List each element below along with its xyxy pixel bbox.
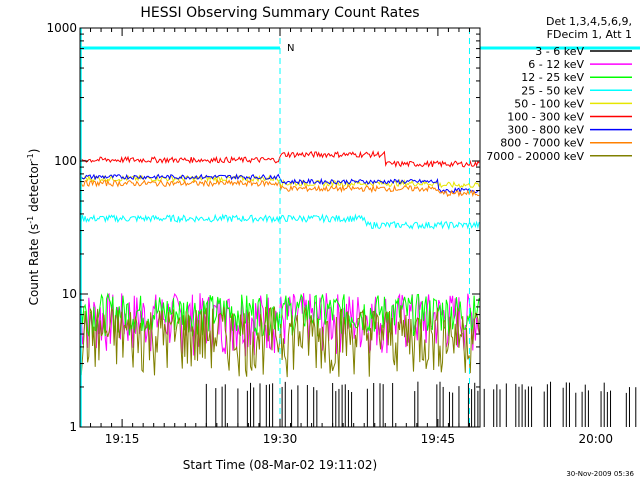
chart-title: HESSI Observing Summary Count Rates xyxy=(140,5,419,21)
y-tick-label: 1 xyxy=(69,420,77,434)
legend-entry-label: 800 - 7000 keV xyxy=(500,137,584,150)
legend-header-line-2: FDecim 1, Att 1 xyxy=(547,28,632,41)
x-tick-label: 19:45 xyxy=(421,432,456,446)
legend-entry-label: 300 - 800 keV xyxy=(507,124,584,137)
series-line xyxy=(79,173,480,195)
legend-entry-label: 100 - 300 keV xyxy=(507,111,584,124)
footer-date: 30-Nov-2009 05:36 xyxy=(566,470,634,478)
legend-entry-label: 6 - 12 keV xyxy=(528,58,584,71)
x-tick-label: 19:30 xyxy=(263,432,298,446)
legend-entry-label: 50 - 100 keV xyxy=(514,97,584,110)
x-tick-label: 19:15 xyxy=(105,432,140,446)
y-tick-label: 1000 xyxy=(46,21,77,35)
series-line xyxy=(79,149,480,168)
legend-entry-label: 7000 - 20000 keV xyxy=(486,150,584,163)
y-tick-label: 10 xyxy=(62,287,77,301)
x-axis-label: Start Time (08-Mar-02 19:11:02) xyxy=(183,458,377,472)
series-line xyxy=(79,213,480,231)
legend-entry-label: 25 - 50 keV xyxy=(521,84,584,97)
legend-entry-label: 12 - 25 keV xyxy=(521,71,584,84)
plot-frame xyxy=(79,27,481,428)
y-tick-label: 100 xyxy=(54,154,77,168)
legend: Det 1,3,4,5,6,9, FDecim 1, Att 1 3 - 6 k… xyxy=(486,15,632,163)
y-axis-label: Count Rate (s-1 detector-1) xyxy=(26,149,41,306)
night-annotation: N xyxy=(287,43,294,54)
legend-header-line-1: Det 1,3,4,5,6,9, xyxy=(546,15,632,28)
legend-entry-label: 3 - 6 keV xyxy=(535,45,584,58)
x-tick-label: 20:00 xyxy=(578,432,613,446)
